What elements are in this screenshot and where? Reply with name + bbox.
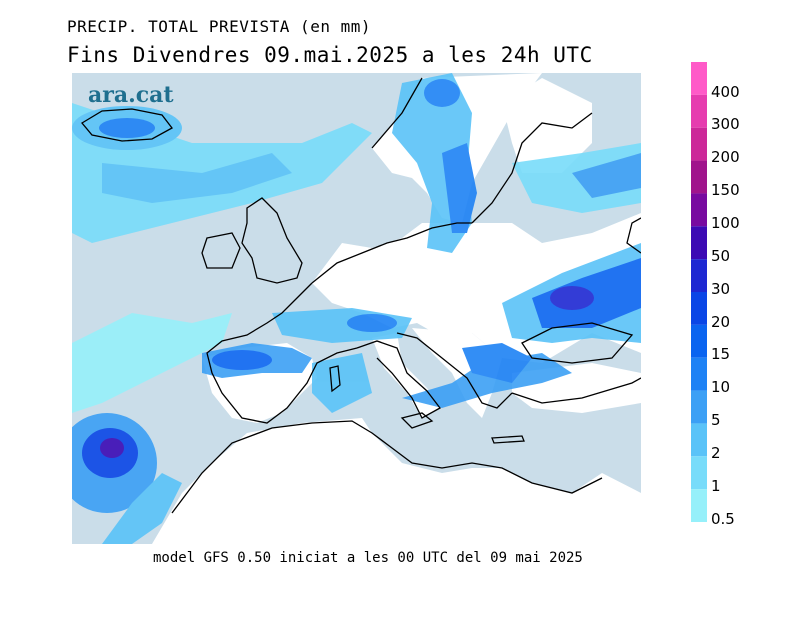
coast-black-sea bbox=[521, 322, 634, 364]
coast-north-africa bbox=[171, 420, 603, 514]
land-north-africa bbox=[152, 418, 641, 544]
legend-label: 1 bbox=[711, 476, 721, 495]
legend-label: 2 bbox=[711, 444, 721, 462]
legend-swatch bbox=[691, 259, 707, 292]
legend-label: 10 bbox=[711, 378, 731, 397]
legend-label: 150 bbox=[711, 181, 740, 200]
legend-label: 5 bbox=[711, 411, 721, 430]
precip-iberia-core bbox=[212, 350, 272, 370]
legend-swatch bbox=[691, 423, 707, 457]
coast-north-europe bbox=[311, 222, 472, 284]
coast-caspian bbox=[626, 217, 641, 254]
precip-norway-core bbox=[424, 79, 460, 107]
coast-crete bbox=[491, 435, 525, 444]
precip-atlantic-band-2 bbox=[102, 153, 292, 203]
legend-label: 0.5 bbox=[711, 509, 735, 528]
legend-swatch bbox=[691, 160, 707, 194]
legend-swatch bbox=[691, 62, 707, 95]
legend-swatch bbox=[691, 489, 707, 522]
precip-alps-core bbox=[347, 314, 397, 332]
coast-sardinia bbox=[329, 365, 341, 393]
precip-iceland-core bbox=[99, 118, 155, 138]
precip-sweden bbox=[442, 143, 477, 233]
precip-med bbox=[312, 353, 372, 413]
legend-swatch bbox=[691, 94, 707, 128]
precip-legend-colorbar bbox=[691, 62, 707, 522]
model-footer: model GFS 0.50 iniciat a les 00 UTC del … bbox=[153, 550, 583, 566]
legend-swatch bbox=[691, 456, 707, 490]
precip-east-max bbox=[550, 286, 594, 310]
legend-label: 50 bbox=[711, 246, 731, 265]
legend-swatch bbox=[691, 390, 707, 424]
legend-label: 20 bbox=[711, 312, 731, 331]
legend-swatch bbox=[691, 226, 707, 260]
coast-italy bbox=[356, 340, 441, 419]
legend-label: 200 bbox=[711, 148, 740, 167]
legend-label: 30 bbox=[711, 279, 731, 298]
precipitation-shading bbox=[72, 73, 641, 544]
legend-label: 300 bbox=[711, 115, 740, 134]
coast-iceland bbox=[81, 108, 173, 142]
legend-label: 100 bbox=[711, 214, 740, 232]
coast-sicily bbox=[400, 412, 434, 429]
map-title: PRECIP. TOTAL PREVISTA (en mm) bbox=[67, 17, 371, 36]
legend-label: 15 bbox=[711, 345, 731, 364]
coast-france-iberia bbox=[206, 282, 358, 424]
legend-swatch bbox=[691, 292, 707, 325]
precip-northeast-core bbox=[572, 153, 641, 198]
ara-cat-logo: ara.cat bbox=[88, 82, 174, 108]
coast-ireland bbox=[201, 232, 241, 269]
legend-swatch bbox=[691, 324, 707, 358]
precip-atlantic-south bbox=[72, 313, 232, 413]
coast-turkey bbox=[511, 377, 641, 404]
legend-label: 400 bbox=[711, 82, 740, 101]
coast-adriatic bbox=[396, 332, 513, 409]
legend-swatch bbox=[691, 193, 707, 227]
legend-swatch bbox=[691, 127, 707, 161]
precip-canaries-max bbox=[100, 438, 124, 458]
precipitation-map bbox=[72, 73, 641, 544]
land-finland bbox=[502, 78, 592, 173]
map-subtitle: Fins Divendres 09.mai.2025 a les 24h UTC bbox=[67, 43, 593, 67]
precip-morocco bbox=[102, 473, 182, 544]
legend-swatch bbox=[691, 357, 707, 391]
precip-balkans bbox=[462, 343, 532, 383]
precip-ionian bbox=[402, 353, 572, 408]
coast-scandinavia bbox=[371, 77, 593, 224]
coastlines bbox=[81, 77, 641, 514]
coast-britain bbox=[241, 197, 303, 284]
